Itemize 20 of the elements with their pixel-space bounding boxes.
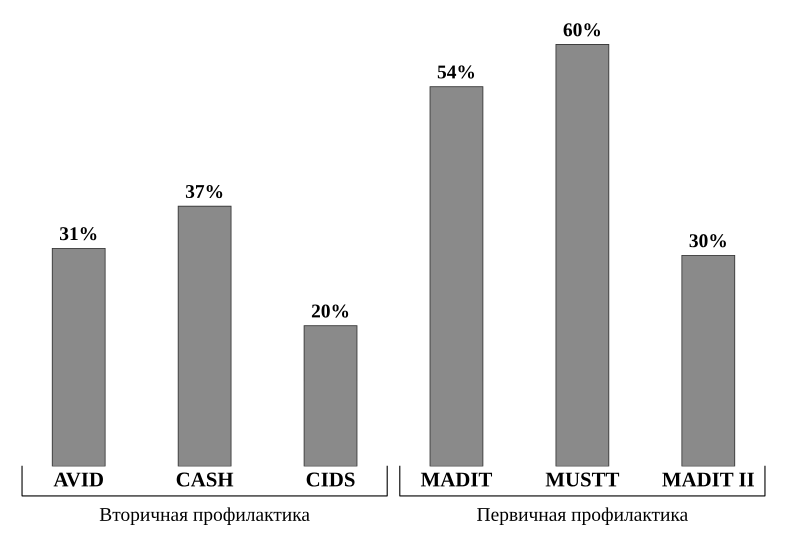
data-label: 30%	[690, 234, 726, 248]
data-label: 20%	[312, 304, 348, 318]
bar	[430, 86, 484, 466]
x-tick-label: CASH	[176, 472, 234, 487]
bar	[556, 44, 610, 466]
bar	[304, 325, 358, 466]
x-tick-label: MUSTT	[546, 472, 620, 487]
text: Первичная профилактика	[477, 507, 688, 525]
data-label: 60%	[564, 23, 600, 36]
data-label: 31%	[60, 227, 96, 240]
x-tick-label: MADIT II	[662, 472, 754, 486]
bar	[681, 254, 736, 466]
x-tick-label: MADIT	[420, 472, 492, 486]
data-label: 37%	[186, 184, 222, 198]
x-tick-label: AVID	[54, 472, 103, 487]
bar	[52, 248, 106, 466]
x-tick-label: CIDS	[306, 472, 355, 487]
text: Вторичная профилактика	[100, 507, 310, 525]
data-label: 54%	[438, 65, 474, 79]
bar	[178, 206, 232, 466]
